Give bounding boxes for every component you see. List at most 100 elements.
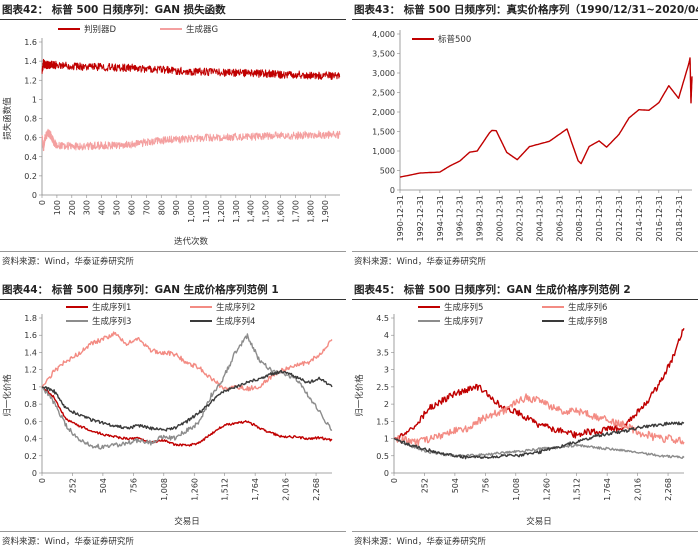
series-line — [393, 421, 685, 460]
source-divider — [352, 531, 698, 532]
y-tick-label: 1,000 — [372, 147, 395, 156]
y-axis-title: 归一化价格 — [354, 374, 365, 417]
chart-title: 图表44： 标普 500 日频序列：GAN 生成价格序列范例 1 — [2, 284, 279, 296]
source-note: 资料来源：Wind，华泰证券研究所 — [354, 257, 486, 267]
x-tick-label: 252 — [420, 478, 429, 493]
x-tick-label: 800 — [157, 200, 166, 215]
y-tick-label: 0.8 — [24, 400, 37, 409]
x-tick-label: 1,512 — [573, 478, 582, 501]
series-line — [41, 58, 341, 80]
y-tick-label: 2.5 — [376, 383, 389, 392]
panel-loss-chart: 图表42： 标普 500 日频序列：GAN 损失函数 0 0.2 0.4 0.6 0.8… — [0, 0, 350, 280]
x-tick-label: 2000-12-31 — [496, 195, 505, 242]
x-tick-label: 700 — [142, 200, 151, 215]
y-tick-label: 2 — [384, 400, 389, 409]
y-tick-label: 1 — [384, 435, 389, 444]
title-divider — [352, 19, 698, 20]
x-tick-label: 1,200 — [217, 200, 226, 223]
y-tick-label: 2,500 — [372, 89, 395, 98]
x-tick-label: 2,016 — [282, 478, 291, 501]
legend-label: 生成序列8 — [568, 316, 607, 327]
x-axis-title: 交易日 — [174, 516, 200, 527]
source-note: 资料来源：Wind，华泰证券研究所 — [354, 537, 486, 547]
x-tick-label: 1998-12-31 — [476, 195, 485, 242]
x-tick-label: 1,700 — [291, 200, 300, 223]
y-tick-label: 1.2 — [24, 366, 37, 375]
y-tick-label: 0.5 — [376, 452, 389, 461]
source-note: 资料来源：Wind，华泰证券研究所 — [2, 257, 134, 267]
x-tick-label: 2002-12-31 — [515, 195, 524, 242]
chart-title: 图表42： 标普 500 日频序列：GAN 损失函数 — [2, 4, 226, 16]
series-line — [41, 331, 333, 392]
legend-label: 生成序列3 — [92, 316, 131, 327]
y-tick-label: 1.4 — [24, 57, 37, 66]
y-tick-label: 0 — [32, 191, 37, 200]
x-tick-label: 1990-12-31 — [396, 195, 405, 242]
series-line — [399, 57, 693, 178]
x-tick-label: 500 — [113, 200, 122, 215]
x-tick-label: 1994-12-31 — [436, 195, 445, 242]
x-tick-label: 1,764 — [603, 478, 612, 501]
x-tick-label: 2016-12-31 — [655, 195, 664, 242]
y-tick-label: 0 — [32, 469, 37, 478]
y-tick-label: 1.6 — [24, 38, 37, 47]
y-tick-label: 0.6 — [24, 417, 37, 426]
x-tick-label: 0 — [38, 478, 47, 483]
y-tick-label: 0.4 — [24, 435, 37, 444]
x-tick-label: 1,764 — [251, 478, 260, 501]
panel-generated-example-1: 图表44： 标普 500 日频序列：GAN 生成价格序列范例 1 0 0.2 0.4… — [0, 280, 350, 560]
x-tick-label: 2004-12-31 — [535, 195, 544, 242]
x-tick-label: 2012-12-31 — [615, 195, 624, 242]
y-tick-label: 3.5 — [376, 348, 389, 357]
y-tick-label: 4,000 — [372, 30, 395, 39]
series-line — [393, 437, 685, 459]
x-tick-label: 1,008 — [160, 478, 169, 501]
x-axis-title: 交易日 — [526, 516, 552, 527]
x-tick-label: 200 — [68, 200, 77, 215]
legend-label: 生成序列6 — [568, 302, 607, 313]
x-tick-label: 1,008 — [512, 478, 521, 501]
x-tick-label: 1,300 — [232, 200, 241, 223]
y-tick-label: 1,500 — [372, 128, 395, 137]
series-line — [41, 369, 333, 432]
generated-example-2-chart: 0 0.5 1 1.5 2 2.5 3 3.5 4 4.5 0 252 504 756 1,008 1,260… — [354, 302, 685, 527]
series-line — [41, 333, 333, 450]
y-tick-label: 0 — [390, 186, 395, 195]
y-tick-label: 1.8 — [24, 314, 37, 323]
y-tick-label: 0 — [384, 469, 389, 478]
legend-label: 判别器D — [84, 24, 117, 35]
loss-chart: 0 0.2 0.4 0.6 0.8 1 1.2 1.4 1.6 0 100 200 300 400 500 6… — [2, 24, 341, 247]
x-tick-label: 2018-12-31 — [675, 195, 684, 242]
x-axis-title: 迭代次数 — [174, 236, 209, 247]
y-tick-label: 3,500 — [372, 50, 395, 59]
x-tick-label: 100 — [53, 200, 62, 215]
x-tick-label: 1,100 — [202, 200, 211, 223]
y-tick-label: 1.4 — [24, 348, 37, 357]
title-divider — [0, 299, 346, 300]
legend-label: 生成序列1 — [92, 302, 131, 313]
source-divider — [0, 531, 346, 532]
y-tick-label: 1.5 — [376, 417, 389, 426]
legend-label: 生成序列7 — [444, 316, 483, 327]
x-tick-label: 1996-12-31 — [456, 195, 465, 242]
series-line — [393, 328, 685, 440]
source-divider — [0, 251, 346, 252]
title-divider — [0, 19, 346, 20]
source-divider — [352, 251, 698, 252]
source-note: 资料来源：Wind，华泰证券研究所 — [2, 537, 134, 547]
y-tick-label: 500 — [380, 167, 395, 176]
x-tick-label: 1,500 — [262, 200, 271, 223]
chart-title: 图表45： 标普 500 日频序列：GAN 生成价格序列范例 2 — [354, 284, 631, 296]
x-tick-label: 1,600 — [277, 200, 286, 223]
x-tick-label: 2014-12-31 — [635, 195, 644, 242]
title-divider — [352, 299, 698, 300]
x-tick-label: 504 — [99, 478, 108, 493]
y-tick-label: 2,000 — [372, 108, 395, 117]
x-tick-label: 1,512 — [221, 478, 230, 501]
x-tick-label: 2,016 — [634, 478, 643, 501]
x-tick-label: 1,400 — [247, 200, 256, 223]
series-line — [41, 386, 333, 447]
x-tick-label: 252 — [68, 478, 77, 493]
x-tick-label: 756 — [481, 478, 490, 493]
x-tick-label: 1,260 — [542, 478, 551, 501]
